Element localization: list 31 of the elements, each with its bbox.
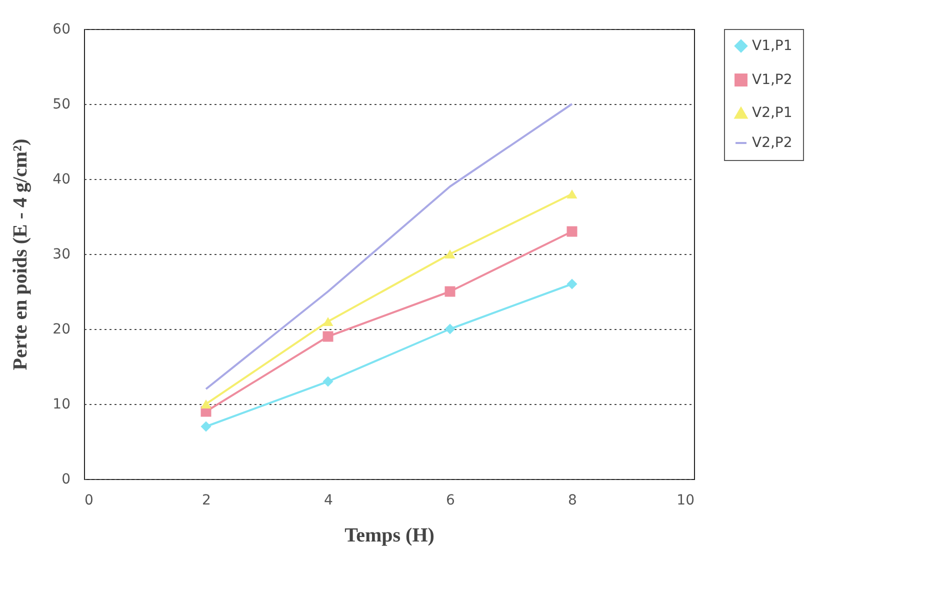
- point: [444, 286, 456, 297]
- legend-label: V2,P2: [752, 135, 792, 151]
- x-tick-label: 4: [324, 492, 334, 508]
- y-tick-label: 0: [62, 472, 70, 488]
- y-tick-label: 30: [52, 246, 70, 262]
- legend-label: V1,P2: [752, 72, 792, 88]
- line-series: [205, 103, 573, 390]
- point: [200, 421, 212, 432]
- point: [566, 278, 578, 290]
- y-tick-label: 20: [52, 322, 70, 338]
- point: [444, 324, 456, 334]
- y-axis-title: Perte en poids (E - 4 g/cm²): [10, 138, 32, 370]
- point: [322, 376, 334, 387]
- x-tick-label: 0: [84, 492, 94, 508]
- y-tick-label: 40: [52, 172, 70, 188]
- x-tick-label: 6: [446, 492, 456, 508]
- point: [322, 331, 334, 342]
- legend-label: V1,P1: [752, 38, 792, 54]
- legend-label: V2,P1: [752, 105, 792, 121]
- x-tick-label: 8: [568, 492, 577, 508]
- point: [200, 399, 212, 409]
- y-tick-label: 60: [52, 22, 70, 38]
- point: [566, 189, 578, 199]
- x-tick-label: 10: [676, 492, 694, 508]
- y-tick-label: 50: [52, 96, 70, 112]
- point: [566, 226, 578, 237]
- x-axis-title: Temps (H): [344, 524, 434, 546]
- point: [322, 316, 334, 326]
- y-tick-label: 10: [52, 396, 70, 412]
- point: [444, 249, 456, 259]
- x-tick-label: 2: [202, 492, 211, 508]
